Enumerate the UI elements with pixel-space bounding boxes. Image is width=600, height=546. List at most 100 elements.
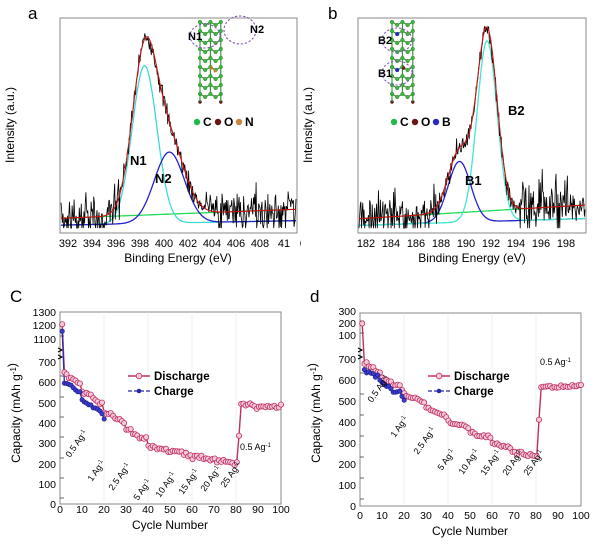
svg-text:50: 50: [464, 510, 476, 522]
svg-text:400: 400: [38, 418, 56, 430]
svg-text:41: 41: [278, 238, 290, 250]
svg-text:O: O: [421, 115, 430, 129]
svg-text:N: N: [245, 115, 254, 129]
svg-text:Binding Energy (eV): Binding Energy (eV): [418, 251, 525, 265]
svg-text:20 Ag-1: 20 Ag-1: [198, 464, 223, 494]
svg-text:30: 30: [420, 510, 432, 522]
svg-text:400: 400: [338, 417, 356, 429]
svg-text:2.5 Ag-1: 2.5 Ag-1: [106, 461, 132, 493]
svg-text:50: 50: [164, 504, 176, 516]
svg-text:1300: 1300: [33, 307, 57, 319]
svg-text:20: 20: [98, 504, 110, 516]
svg-text:406: 406: [227, 238, 245, 250]
svg-text:N2: N2: [155, 171, 172, 186]
svg-text:300: 300: [338, 306, 356, 318]
svg-text:600: 600: [38, 377, 56, 389]
svg-text:0: 0: [300, 238, 301, 250]
svg-text:408: 408: [251, 238, 269, 250]
svg-text:0.5 Ag-1: 0.5 Ag-1: [63, 428, 89, 460]
svg-text:C: C: [203, 115, 212, 129]
svg-text:60: 60: [486, 510, 498, 522]
svg-text:500: 500: [338, 396, 356, 408]
svg-text:Discharge: Discharge: [454, 371, 510, 383]
svg-text:40: 40: [142, 504, 154, 516]
svg-text:B2: B2: [508, 103, 525, 118]
svg-text:190: 190: [457, 238, 475, 250]
svg-text:90: 90: [552, 510, 564, 522]
svg-text:N1: N1: [130, 153, 147, 168]
svg-text:70: 70: [208, 504, 220, 516]
svg-text:Cycle Number: Cycle Number: [132, 518, 208, 532]
svg-text:B1: B1: [378, 68, 392, 80]
svg-text:1200: 1200: [33, 320, 57, 332]
svg-text:404: 404: [203, 238, 221, 250]
svg-text:1 Ag-1: 1 Ag-1: [388, 414, 410, 439]
svg-text:1100: 1100: [33, 334, 56, 346]
svg-text:40: 40: [442, 510, 454, 522]
svg-text:100: 100: [338, 330, 356, 342]
svg-text:398: 398: [131, 238, 149, 250]
svg-text:300: 300: [38, 438, 56, 450]
svg-text:400: 400: [155, 238, 173, 250]
svg-text:100: 100: [38, 479, 56, 491]
svg-text:80: 80: [230, 504, 242, 516]
svg-text:Charge: Charge: [154, 386, 194, 398]
svg-text:0.5 Ag-1: 0.5 Ag-1: [540, 357, 572, 367]
svg-text:Intensity (a.u.): Intensity (a.u.): [301, 87, 315, 163]
svg-text:700: 700: [338, 354, 356, 366]
svg-text:188: 188: [432, 238, 450, 250]
svg-text:396: 396: [107, 238, 125, 250]
svg-text:500: 500: [38, 398, 56, 410]
svg-text:Cycle Number: Cycle Number: [432, 524, 508, 538]
svg-text:5 Ag-1: 5 Ag-1: [131, 477, 153, 502]
svg-text:30: 30: [120, 504, 132, 516]
svg-text:100: 100: [272, 504, 290, 516]
svg-text:600: 600: [338, 375, 356, 387]
svg-text:100: 100: [572, 510, 590, 522]
svg-text:700: 700: [38, 357, 56, 369]
svg-text:5 Ag-1: 5 Ag-1: [435, 447, 457, 472]
svg-text:Intensity (a.u.): Intensity (a.u.): [3, 87, 17, 163]
svg-text:196: 196: [532, 238, 550, 250]
svg-text:N1: N1: [188, 31, 202, 43]
svg-text:Charge: Charge: [454, 386, 494, 398]
svg-text:Capacity (mAh g-1): Capacity (mAh g-1): [5, 363, 23, 463]
svg-text:192: 192: [482, 238, 500, 250]
svg-text:0: 0: [50, 499, 56, 511]
svg-text:10 Ag-1: 10 Ag-1: [153, 470, 178, 500]
svg-text:194: 194: [507, 238, 525, 250]
svg-text:392: 392: [59, 238, 77, 250]
svg-text:0: 0: [350, 501, 356, 513]
svg-text:20 Ag-1: 20 Ag-1: [500, 448, 525, 478]
svg-text:198: 198: [557, 238, 575, 250]
svg-text:60: 60: [186, 504, 198, 516]
svg-text:200: 200: [338, 318, 356, 330]
svg-text:0: 0: [357, 510, 363, 522]
svg-text:10: 10: [76, 504, 88, 516]
svg-text:Binding Energy (eV): Binding Energy (eV): [124, 251, 231, 265]
svg-text:402: 402: [179, 238, 197, 250]
svg-text:N2: N2: [250, 24, 264, 36]
svg-text:182: 182: [357, 238, 375, 250]
svg-text:O: O: [224, 115, 233, 129]
svg-text:90: 90: [252, 504, 264, 516]
svg-text:394: 394: [83, 238, 101, 250]
svg-text:C: C: [400, 115, 409, 129]
svg-text:15 Ag-1: 15 Ag-1: [176, 467, 201, 497]
svg-text:Capacity (mAh g-1): Capacity (mAh g-1): [305, 363, 323, 463]
svg-text:70: 70: [508, 510, 520, 522]
svg-text:186: 186: [407, 238, 425, 250]
svg-text:B1: B1: [465, 173, 482, 188]
svg-text:200: 200: [38, 459, 56, 471]
svg-text:10: 10: [376, 510, 388, 522]
svg-text:B2: B2: [378, 35, 392, 47]
svg-text:Discharge: Discharge: [154, 371, 210, 383]
svg-text:20: 20: [398, 510, 410, 522]
svg-text:15 Ag-1: 15 Ag-1: [478, 448, 503, 478]
svg-text:80: 80: [530, 510, 542, 522]
svg-text:2.5 Ag-1: 2.5 Ag-1: [411, 425, 437, 457]
svg-text:0: 0: [57, 504, 63, 516]
svg-text:200: 200: [338, 459, 356, 471]
svg-text:0.5 Ag-1: 0.5 Ag-1: [240, 442, 272, 452]
svg-text:184: 184: [382, 238, 400, 250]
